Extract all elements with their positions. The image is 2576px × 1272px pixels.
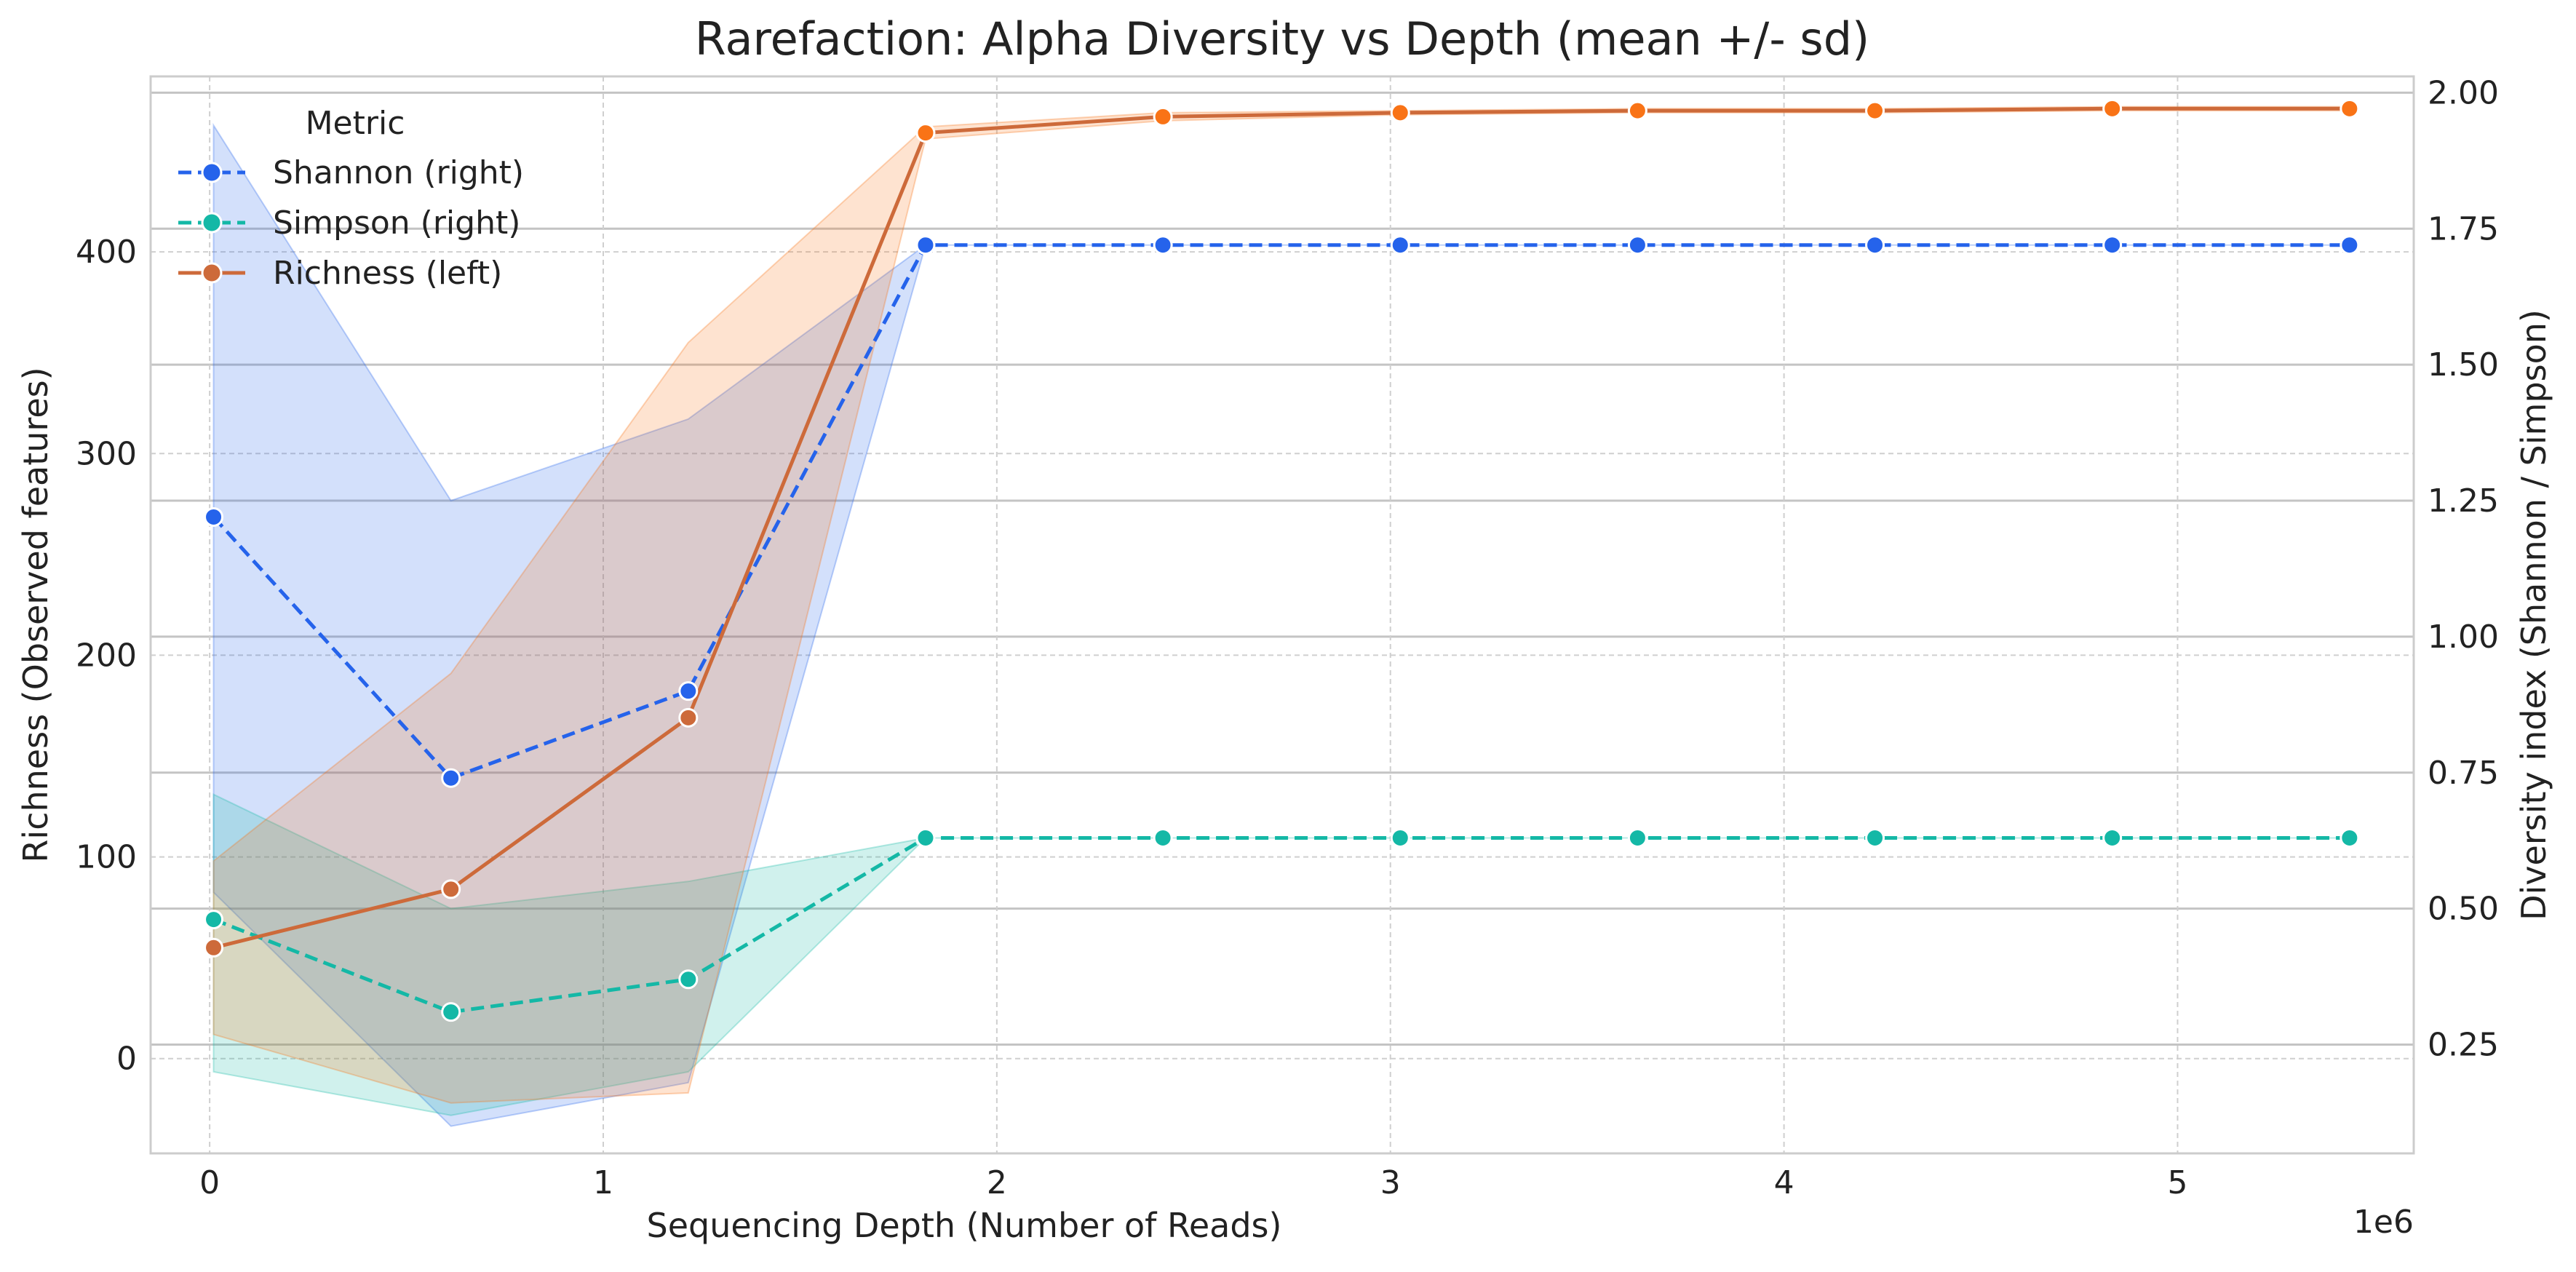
tick-labels: 0 100 200 300 400 0.25 0.50 0.75 1.00 1.25 1.50 1.7… [76,74,2499,1201]
legend-marker [201,262,223,284]
data-point [204,910,224,930]
data-point [915,123,936,143]
x-tick-label: 4 [1774,1164,1794,1201]
data-point [2340,827,2360,848]
data-point [678,969,699,990]
data-point [915,827,936,848]
y-right-tick-label: 1.75 [2428,210,2499,247]
data-point [1865,827,1885,848]
y-right-tick-label: 1.50 [2428,346,2499,383]
y-right-tick-label: 2.00 [2428,74,2499,111]
y-left-tick-label: 200 [76,637,137,674]
x-axis-label: Sequencing Depth (Number of Reads) [647,1206,1282,1245]
data-point [678,707,699,728]
legend-entry-label: Simpson (right) [273,204,520,242]
y-left-tick-label: 100 [76,839,137,876]
series-points [204,98,2360,1022]
series-line [212,243,2350,780]
y-right-axis-label: Diversity index (Shannon / Simpson) [2514,309,2553,921]
data-point [1627,235,1647,255]
data-point [1153,106,1173,127]
series-lines [212,106,2350,1014]
legend-entry-label: Shannon (right) [273,154,524,191]
data-point [2102,235,2123,255]
x-tick-label: 0 [199,1164,220,1201]
legend-items: Shannon (right) Simpson (right) Richness (… [178,154,524,292]
data-point [441,879,461,899]
x-tick-label: 3 [1380,1164,1401,1201]
data-point [204,506,224,527]
y-right-tick-label: 1.00 [2428,619,2499,656]
data-point [1627,827,1647,848]
x-tick-label: 2 [987,1164,1007,1201]
y-left-tick-label: 400 [76,234,137,271]
data-point [441,768,461,788]
y-right-tick-label: 0.75 [2428,755,2499,792]
y-left-tick-label: 0 [116,1041,137,1078]
data-point [1390,235,1410,255]
y-left-axis-label: Richness (Observed features) [16,367,55,862]
data-point [2102,98,2123,119]
data-point [1153,235,1173,255]
data-point [1627,100,1647,121]
series-line [212,106,2350,950]
x-tick-label: 5 [2167,1164,2187,1201]
legend: Metric Shannon (right) Simpson (right) Ric… [178,105,524,292]
legend-entry-label: Richness (left) [273,255,502,292]
data-point [2340,98,2360,119]
data-point [678,681,699,701]
y-right-tick-label: 0.50 [2428,891,2499,928]
y-left-tick-label: 300 [76,435,137,472]
data-point [1390,103,1410,123]
series-line [212,836,2350,1014]
y-right-tick-label: 1.25 [2428,482,2499,520]
y-right-tick-label: 0.25 [2428,1027,2499,1064]
legend-marker [201,212,223,234]
data-point [2102,827,2123,848]
data-point [204,937,224,958]
x-tick-label: 1 [593,1164,613,1201]
data-point [1153,827,1173,848]
legend-marker [201,162,223,183]
plot-frame [149,75,2415,1155]
data-point [441,1002,461,1022]
chart-title: Rarefaction: Alpha Diversity vs Depth (m… [695,12,1870,65]
grid [151,76,2414,1153]
data-point [1390,827,1410,848]
data-point [2340,235,2360,255]
data-point [915,235,936,255]
data-point [1865,100,1885,121]
x-axis-offset-label: 1e6 [2353,1204,2414,1241]
data-point [1865,235,1885,255]
legend-title: Metric [306,105,405,142]
